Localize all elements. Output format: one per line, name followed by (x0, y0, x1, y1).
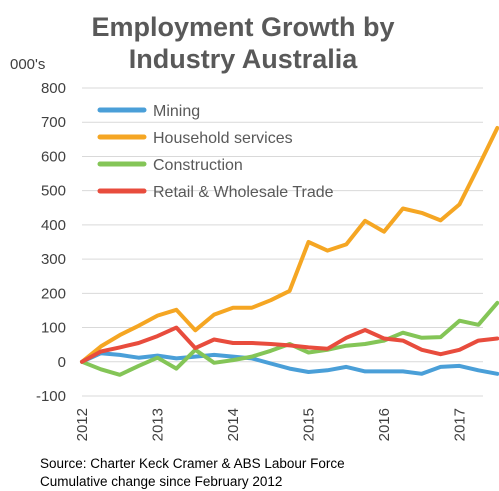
legend-label: Mining (153, 103, 200, 120)
chart-title-line-1: Employment Growth by (91, 12, 394, 42)
x-axis-tick-labels: 2012 2013 2014 2015 2016 2017 (74, 408, 469, 441)
legend: Mining Household services Construction Reta… (97, 103, 334, 201)
legend-label: Household services (153, 130, 293, 147)
y-tick-label: 800 (41, 80, 66, 97)
series-lines (80, 126, 499, 377)
legend-label: Construction (153, 157, 243, 174)
x-tick-label: 2015 (301, 408, 318, 441)
y-tick-label: 100 (41, 320, 66, 337)
series-line-household-services (80, 126, 499, 364)
y-tick-label: 700 (41, 114, 66, 131)
y-tick-label: 500 (41, 183, 66, 200)
y-tick-label: 0 (58, 354, 66, 371)
y-tick-label: 400 (41, 217, 66, 234)
cumulative-change-note: Cumulative change since February 2012 (40, 474, 282, 489)
series-line-mining (80, 351, 499, 376)
y-axis-tick-labels: -100 0 100 200 300 400 500 600 700 800 (36, 80, 66, 405)
y-tick-label: -100 (36, 388, 66, 405)
series-line-retail-wholesale-trade (80, 325, 499, 364)
chart-title-line-2: Industry Australia (129, 44, 359, 74)
y-axis-unit-label: 000's (10, 56, 45, 73)
source-note: Source: Charter Keck Cramer & ABS Labour… (40, 456, 345, 471)
x-tick-label: 2012 (74, 408, 91, 441)
y-tick-label: 600 (41, 148, 66, 165)
x-tick-label: 2014 (225, 408, 242, 441)
legend-label: Retail & Wholesale Trade (153, 184, 334, 201)
y-tick-label: 300 (41, 251, 66, 268)
y-tick-label: 200 (41, 285, 66, 302)
x-tick-label: 2013 (150, 408, 167, 441)
x-tick-label: 2017 (452, 408, 469, 441)
x-tick-label: 2016 (376, 408, 393, 441)
